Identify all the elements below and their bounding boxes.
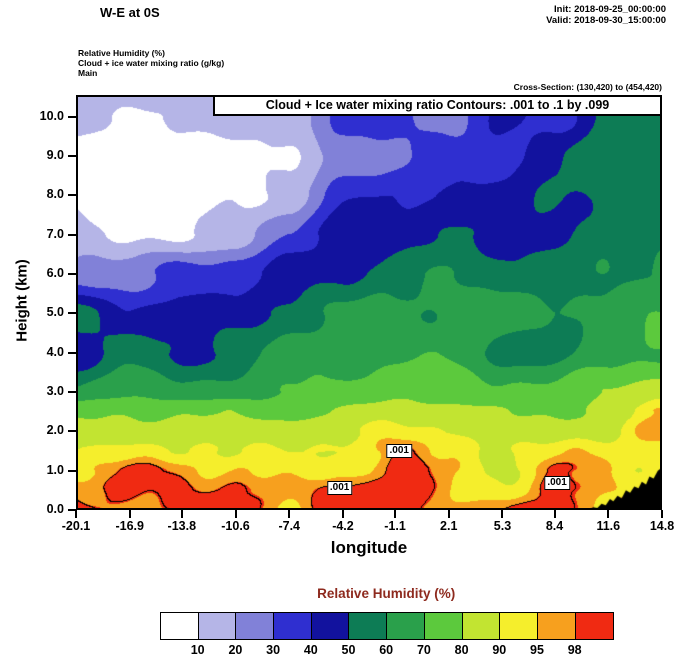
field-label-cloud: Cloud + ice water mixing ratio (g/kg) <box>78 58 225 68</box>
colorbar-title: Relative Humidity (%) <box>317 586 456 601</box>
colorbar-tick-label: 30 <box>266 643 281 657</box>
colorbar-patch <box>274 613 312 639</box>
x-tick-mark <box>394 510 397 518</box>
cross-section-coords: Cross-Section: (130,420) to (454,420) <box>513 82 662 92</box>
colorbar-patch <box>575 613 614 639</box>
y-tick-mark <box>68 469 76 472</box>
cloud-contour-label: .001 <box>544 476 570 491</box>
y-tick-mark <box>68 509 76 511</box>
x-tick-mark <box>447 510 450 518</box>
contour-plot-canvas <box>76 95 662 510</box>
x-tick-mark <box>501 510 504 518</box>
colorbar-patch <box>537 613 576 639</box>
y-tick-mark <box>68 312 76 315</box>
x-tick-mark <box>553 510 556 518</box>
colorbar-tick-label: 95 <box>530 643 544 657</box>
x-tick-label: 11.6 <box>596 519 621 533</box>
colorbar-patch <box>161 613 199 639</box>
colorbar-patch <box>500 613 538 639</box>
y-tick-mark <box>68 115 76 118</box>
x-tick-mark <box>180 510 183 518</box>
x-tick-label: -4.2 <box>332 519 354 533</box>
cloud-contour-label: .001 <box>386 443 412 458</box>
x-tick-mark <box>288 510 291 518</box>
colorbar-tick-label: 40 <box>303 643 318 657</box>
colorbar-patch <box>236 613 275 639</box>
colorbar-tick-label: 70 <box>416 643 431 657</box>
colorbar-patch <box>387 613 425 639</box>
colorbar-patch <box>462 613 501 639</box>
y-tick-mark <box>68 272 76 275</box>
y-tick-mark <box>68 154 76 157</box>
y-axis-title: Height (km) <box>13 259 31 342</box>
colorbar-patch <box>198 613 237 639</box>
field-label-rh: Relative Humidity (%) <box>78 48 165 58</box>
init-timestamp: Init: 2018-09-25_00:00:00 <box>554 4 666 15</box>
x-tick-mark <box>234 510 237 518</box>
x-tick-label: -1.1 <box>384 519 406 533</box>
y-tick-label: 1.0 <box>46 462 64 477</box>
colorbar-tick-label: 60 <box>379 643 394 657</box>
contour-title-box: Cloud + Ice water mixing ratio Contours:… <box>213 95 662 116</box>
y-tick-label: 6.0 <box>46 265 64 280</box>
x-tick-label: -10.6 <box>221 519 250 533</box>
y-tick-mark <box>68 430 76 433</box>
colorbar-tick-label: 10 <box>190 643 205 657</box>
y-tick-label: 10.0 <box>39 108 64 123</box>
colorbar-tick-label: 98 <box>567 643 582 657</box>
y-tick-label: 2.0 <box>46 423 64 438</box>
y-tick-mark <box>68 351 76 354</box>
colorbar-tick-label: 90 <box>492 643 507 657</box>
cloud-contour-label: .001 <box>326 481 353 496</box>
colorbar-patch <box>424 613 463 639</box>
x-axis-title: longitude <box>330 538 408 557</box>
plot-area: Cloud + Ice water mixing ratio Contours:… <box>76 95 662 510</box>
y-tick-mark <box>68 233 76 236</box>
x-tick-label: 8.4 <box>545 519 564 533</box>
colorbar-patch <box>349 613 388 639</box>
colorbar-tick-label: 20 <box>228 643 243 657</box>
y-tick-label: 7.0 <box>46 226 64 241</box>
x-tick-label: -20.1 <box>61 519 91 533</box>
y-tick-label: 3.0 <box>46 383 64 398</box>
x-tick-label: -16.9 <box>115 519 144 533</box>
field-label-domain: Main <box>78 68 98 78</box>
colorbar-patch <box>311 613 350 639</box>
contour-title-text: Cloud + Ice water mixing ratio Contours:… <box>265 98 610 112</box>
colorbar-tick-label: 50 <box>341 643 356 657</box>
x-tick-label: 5.3 <box>493 519 512 533</box>
x-tick-mark <box>128 510 131 518</box>
x-tick-label: 2.1 <box>440 519 458 533</box>
y-tick-label: 5.0 <box>46 305 64 320</box>
y-tick-label: 8.0 <box>46 187 64 202</box>
y-tick-mark <box>68 390 76 393</box>
y-tick-mark <box>68 194 76 197</box>
x-tick-mark <box>341 510 344 518</box>
page-title: W-E at 0S <box>100 5 160 20</box>
colorbar-tick-label: 80 <box>454 643 469 657</box>
x-tick-label: 14.8 <box>649 519 674 533</box>
colorbar <box>160 612 615 640</box>
valid-timestamp: Valid: 2018-09-30_15:00:00 <box>546 15 666 26</box>
y-tick-label: 4.0 <box>46 344 64 359</box>
x-tick-mark <box>607 510 610 518</box>
x-tick-label: -13.8 <box>167 519 197 533</box>
x-tick-label: -7.4 <box>278 519 300 533</box>
x-tick-mark <box>661 510 663 518</box>
y-tick-label: 0.0 <box>46 502 64 516</box>
x-tick-mark <box>75 510 77 518</box>
y-tick-label: 9.0 <box>46 147 64 162</box>
